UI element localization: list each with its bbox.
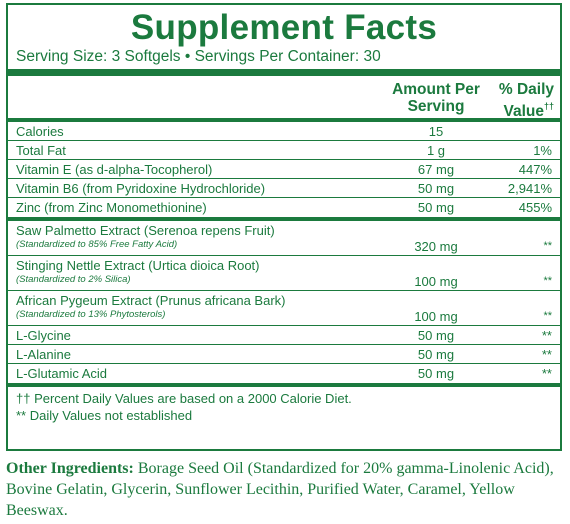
extract-rows: Saw Palmetto Extract (Serenoa repens Fru…: [8, 221, 560, 383]
table-row: Zinc (from Zinc Monomethionine) 50 mg 455%: [8, 198, 560, 217]
daily-value: **: [543, 240, 552, 252]
ingredient-name: L-Glutamic Acid: [16, 366, 108, 381]
amount-value: 320 mg: [414, 239, 458, 254]
other-ingredients-text: Borage Seed Oil (Standardized for 20% ga…: [6, 460, 554, 519]
daily-value: 447%: [518, 162, 552, 177]
ingredient-name: L-Glycine: [16, 328, 71, 343]
medium-rule: [8, 217, 560, 221]
footnote-daily-values: †† Percent Daily Values are based on a 2…: [16, 391, 352, 406]
dagger-mark: ††: [543, 101, 554, 111]
daily-value-header: % Daily Value††: [498, 81, 554, 120]
daily-value: **: [541, 347, 552, 362]
amount-value: 15: [428, 124, 444, 139]
ingredient-name: Stinging Nettle Extract (Urtica dioica R…: [16, 258, 260, 273]
ingredient-standardization: (Standardized to 85% Free Fatty Acid): [16, 239, 178, 250]
supplement-facts-panel: Supplement Facts Serving Size: 3 Softgel…: [6, 3, 562, 451]
column-header: Amount Per Serving % Daily Value††: [8, 76, 560, 120]
panel-title: Supplement Facts: [130, 8, 438, 47]
ingredient-standardization: (Standardized to 2% Silica): [16, 274, 131, 285]
table-row: L-Glutamic Acid 50 mg **: [8, 364, 560, 383]
daily-value: 1%: [533, 143, 552, 158]
ingredient-name: Vitamin E (as d-alpha-Tocopherol): [16, 162, 213, 177]
daily-value: **: [543, 275, 552, 287]
daily-value: **: [543, 310, 552, 322]
other-ingredients: Other Ingredients: Borage Seed Oil (Stan…: [6, 458, 566, 521]
table-row: Stinging Nettle Extract (Urtica dioica R…: [8, 256, 560, 291]
amount-value: 50 mg: [417, 366, 455, 381]
footnotes: †† Percent Daily Values are based on a 2…: [8, 387, 560, 424]
amount-value: 67 mg: [417, 162, 455, 177]
amount-value: 50 mg: [417, 200, 455, 215]
daily-value: 455%: [518, 200, 552, 215]
amount-value: 50 mg: [417, 328, 455, 343]
table-row: Total Fat 1 g 1%: [8, 141, 560, 160]
table-row: Vitamin B6 (from Pyridoxine Hydrochlorid…: [8, 179, 560, 198]
ingredient-name: Saw Palmetto Extract (Serenoa repens Fru…: [16, 223, 275, 238]
daily-value: **: [541, 328, 552, 343]
ingredient-name: Total Fat: [16, 143, 66, 158]
other-ingredients-label: Other Ingredients:: [6, 460, 134, 477]
table-row: African Pygeum Extract (Prunus africana …: [8, 291, 560, 326]
amount-value: 100 mg: [414, 309, 458, 324]
thick-rule: [8, 69, 560, 76]
amount-value: 1 g: [426, 143, 446, 158]
medium-rule: [8, 118, 560, 122]
table-row: Vitamin E (as d-alpha-Tocopherol) 67 mg 44…: [8, 160, 560, 179]
amount-value: 50 mg: [417, 347, 455, 362]
ingredient-name: Zinc (from Zinc Monomethionine): [16, 200, 207, 215]
daily-value: 2,941%: [507, 181, 552, 196]
ingredient-name: African Pygeum Extract (Prunus africana …: [16, 293, 286, 308]
table-row: Calories 15: [8, 122, 560, 141]
amount-per-serving-header: Amount Per Serving: [392, 81, 480, 115]
footnote-not-established: ** Daily Values not established: [16, 408, 193, 423]
table-row: Saw Palmetto Extract (Serenoa repens Fru…: [8, 221, 560, 256]
medium-rule: [8, 383, 560, 387]
daily-value: **: [541, 366, 552, 381]
table-row: L-Alanine 50 mg **: [8, 345, 560, 364]
serving-info: Serving Size: 3 Softgels • Servings Per …: [16, 48, 381, 65]
amount-value: 100 mg: [414, 274, 458, 289]
ingredient-name: L-Alanine: [16, 347, 71, 362]
table-row: L-Glycine 50 mg **: [8, 326, 560, 345]
amount-value: 50 mg: [417, 181, 455, 196]
ingredient-name: Vitamin B6 (from Pyridoxine Hydrochlorid…: [16, 181, 266, 196]
nutrient-rows: Calories 15 Total Fat 1 g 1% Vitamin E (as d-…: [8, 122, 560, 217]
ingredient-standardization: (Standardized to 13% Phytosterols): [16, 309, 166, 320]
ingredient-name: Calories: [16, 124, 64, 139]
